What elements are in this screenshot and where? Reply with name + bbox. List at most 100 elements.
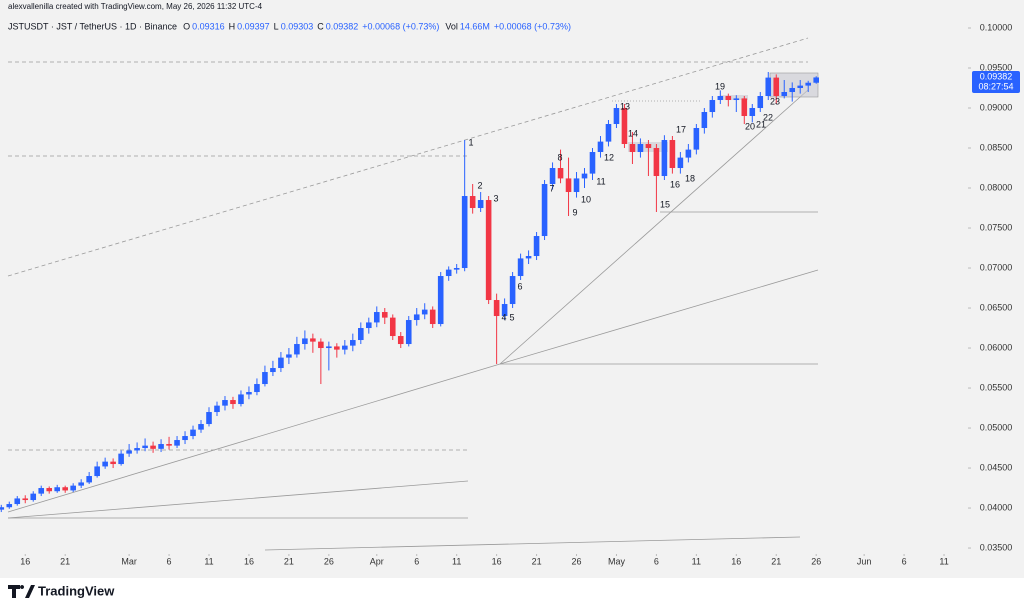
candle-body xyxy=(405,320,412,345)
candle-body xyxy=(557,168,564,179)
candle-body xyxy=(365,322,372,329)
x-tick-label: 6 xyxy=(167,556,172,566)
trend-line xyxy=(264,536,801,551)
candle-body xyxy=(701,112,708,129)
drawings xyxy=(7,37,819,551)
x-tick-label: 26 xyxy=(572,556,582,566)
candle-body xyxy=(278,357,284,369)
candle-body xyxy=(22,498,29,501)
candle-body xyxy=(6,504,13,508)
candle-body xyxy=(302,338,308,345)
candle-body xyxy=(222,400,228,406)
wave-label: 17 xyxy=(676,124,686,134)
candle-body xyxy=(310,338,316,342)
candle-body xyxy=(126,450,132,454)
volume-value: 14.66M xyxy=(460,21,490,31)
wave-label: 7 xyxy=(549,183,554,193)
credit: alexvallenilla created with TradingView.… xyxy=(8,2,263,11)
wave-label: 14 xyxy=(628,128,638,138)
x-tick-label: 11 xyxy=(204,556,213,566)
candle-body xyxy=(589,152,596,174)
wave-label: 18 xyxy=(685,173,695,183)
candle-body xyxy=(797,85,804,89)
x-tick-label: 16 xyxy=(492,556,502,566)
trend-line xyxy=(7,480,469,519)
candle-body xyxy=(485,200,492,301)
y-tick-label: 0.09500 xyxy=(980,62,1013,72)
change: +0.00068 (+0.73%) xyxy=(362,21,439,31)
candle-body xyxy=(14,498,21,505)
candle-body xyxy=(661,140,668,177)
candle-body xyxy=(637,144,644,153)
trend-line xyxy=(7,363,501,513)
candle-body xyxy=(270,368,276,373)
candle-body xyxy=(254,384,260,393)
candle-body xyxy=(773,77,780,97)
y-tick-label: 0.07000 xyxy=(980,262,1013,272)
y-tick-label: 0.04500 xyxy=(980,462,1013,472)
candle-body xyxy=(781,92,788,97)
candle-body xyxy=(0,507,5,510)
range-box xyxy=(720,95,748,100)
candle-body xyxy=(318,341,324,349)
x-tick-label: 26 xyxy=(811,556,821,566)
candle-body xyxy=(445,269,452,277)
ohlc-label: O xyxy=(183,21,190,31)
wave-label: 12 xyxy=(604,152,614,162)
candle-body xyxy=(525,256,532,259)
wave-label: 2 xyxy=(477,180,482,190)
x-tick-label: Apr xyxy=(370,556,384,566)
candle-body xyxy=(350,340,356,346)
candle-body xyxy=(30,493,37,501)
candle-body xyxy=(358,328,364,341)
candle-body xyxy=(693,128,700,150)
symbol-title: JSTUSDT · JST / TetherUS · 1D · Binance xyxy=(8,21,177,31)
candle-body xyxy=(677,157,684,169)
x-tick-label: 16 xyxy=(731,556,741,566)
trend-line xyxy=(499,269,819,365)
wave-label: 21 xyxy=(756,119,766,129)
x-tick-label: 6 xyxy=(414,556,419,566)
trend-line xyxy=(499,89,809,365)
candle-body xyxy=(517,258,524,277)
candle-body xyxy=(102,461,108,467)
x-tick-label: Jun xyxy=(857,556,872,566)
y-tick-label: 0.07500 xyxy=(980,222,1013,232)
ohlc-label: H xyxy=(229,21,236,31)
x-tick-label: 11 xyxy=(452,556,461,566)
y-tick-label: 0.09000 xyxy=(980,102,1013,112)
candle-body xyxy=(389,317,396,337)
x-tick-label: 6 xyxy=(654,556,659,566)
candle-body xyxy=(597,141,604,153)
candle-body xyxy=(429,309,436,325)
candle-body xyxy=(453,268,460,270)
candle-body xyxy=(118,453,124,465)
candle-body xyxy=(805,82,812,86)
candle-body xyxy=(70,485,76,491)
candle-body xyxy=(765,77,772,97)
candle-body xyxy=(789,88,796,93)
logo: TradingView xyxy=(8,583,115,598)
wave-label: 8 xyxy=(557,152,562,162)
candle-body xyxy=(757,96,764,109)
candle-body xyxy=(238,394,244,405)
candle-body xyxy=(509,276,516,305)
candle-body xyxy=(581,173,588,179)
candle-body xyxy=(669,140,676,169)
candle-body xyxy=(621,108,628,145)
wave-label: 19 xyxy=(715,81,725,91)
candle-body xyxy=(78,482,84,486)
candle-body xyxy=(381,312,388,318)
candle-body xyxy=(725,96,732,101)
y-tick-label: 0.05000 xyxy=(980,422,1013,432)
candle-body xyxy=(541,184,548,237)
y-tick-label: 0.03500 xyxy=(980,542,1013,552)
candle-body xyxy=(461,196,468,269)
candle-body xyxy=(413,314,420,321)
ohlc-value: 0.09316 xyxy=(192,21,225,31)
x-tick-label: 11 xyxy=(939,556,948,566)
candle-body xyxy=(174,440,180,446)
candle-body xyxy=(813,77,819,83)
wave-label: 20 xyxy=(745,121,755,131)
ohlc-value: 0.09303 xyxy=(281,21,314,31)
